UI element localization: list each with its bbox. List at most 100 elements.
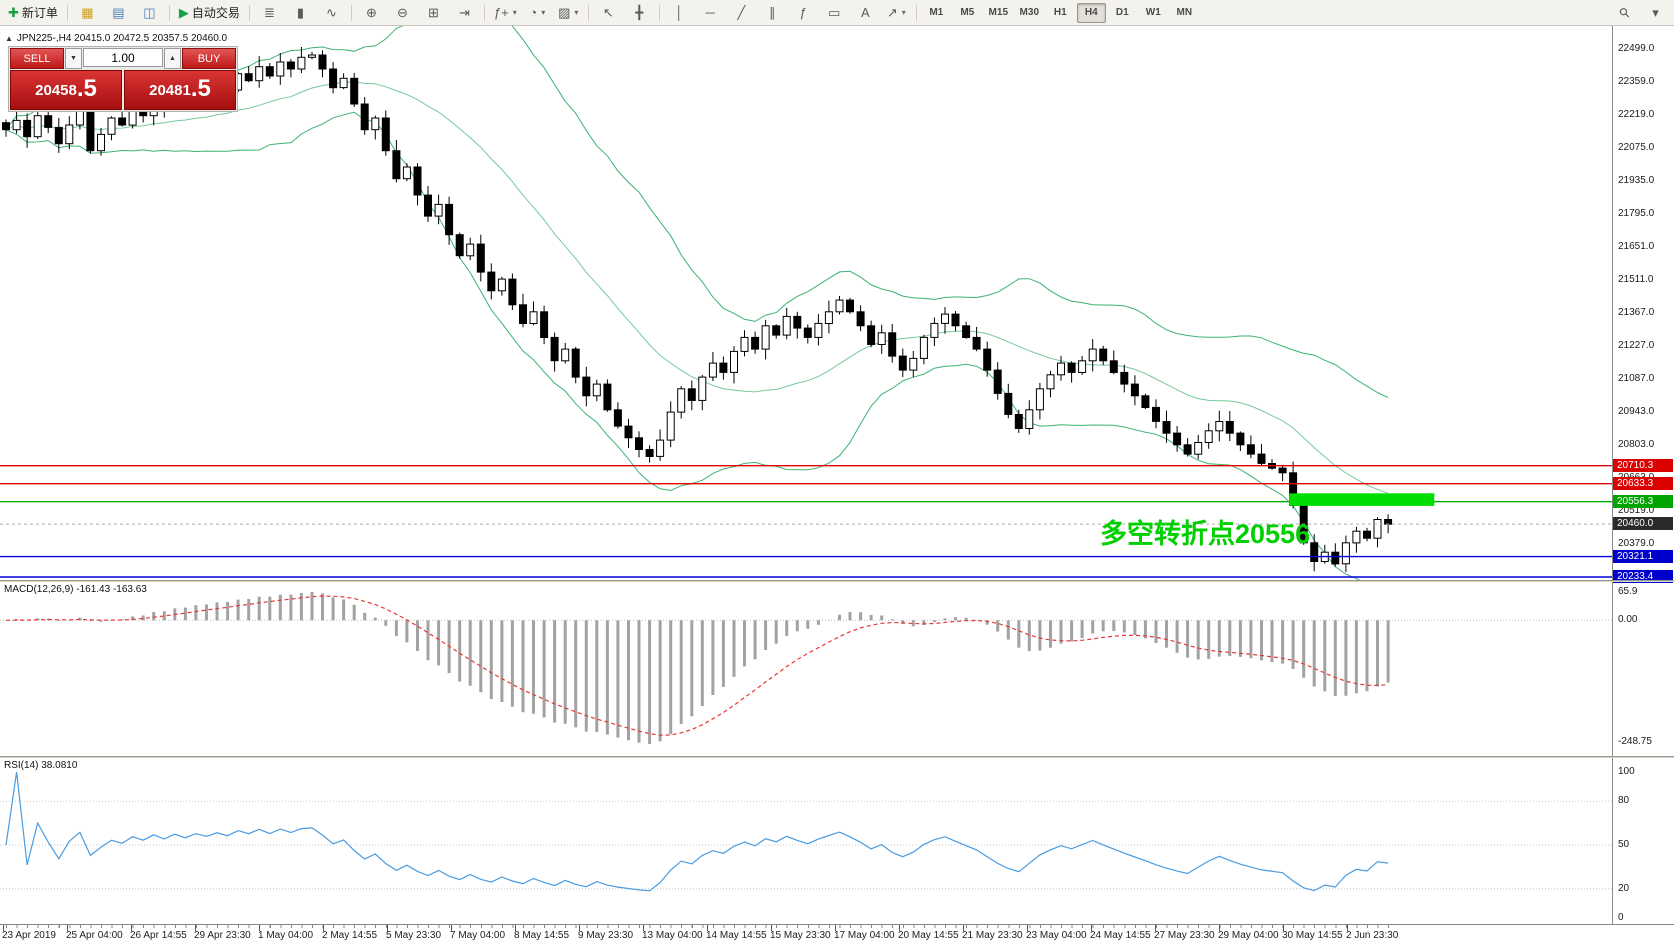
price-badge: 20321.1 [1613, 549, 1673, 563]
toolbar-options-button[interactable]: ▾ [1641, 2, 1670, 24]
time-scale[interactable]: 23 Apr 2019 25 Apr 04:00 26 Apr 14:55 29 Ap… [0, 924, 1674, 944]
time-tick [1155, 925, 1156, 931]
buy-button[interactable]: 20481.5 [124, 70, 236, 110]
price-scale-label: 22359.0 [1618, 75, 1655, 87]
time-label: 21 May 23:30 [962, 930, 1023, 941]
one-click-collapse-arrow[interactable]: ▲ [5, 34, 13, 43]
autotrading-button[interactable]: ▶ 自动交易 [175, 2, 244, 24]
time-label: 27 May 23:30 [1154, 930, 1215, 941]
time-label: 13 May 04:00 [642, 930, 703, 941]
time-label: 29 May 04:00 [1218, 930, 1279, 941]
buy-tab[interactable]: BUY [182, 48, 236, 69]
price-scale[interactable]: 65.9 0.00 -248.75 100 80 50 20 0 22499.0 22359… [1612, 26, 1674, 924]
macd-indicator-label: MACD(12,26,9) -161.43 -163.63 [4, 584, 147, 595]
text-icon: A [860, 5, 870, 20]
rsi-scale-label: 100 [1618, 766, 1635, 777]
timeframe-mn-button[interactable]: MN [1176, 7, 1193, 18]
channel-button[interactable]: ∥ [758, 2, 787, 24]
fibonacci-icon: ƒ [799, 5, 807, 20]
zoom-in-icon: ⊕ [365, 4, 377, 20]
zoom-in-button[interactable]: ⊕ [357, 2, 386, 24]
periods-button[interactable]: ◔ ▾ [523, 2, 552, 24]
chart-line-button[interactable]: ∿ [317, 2, 346, 24]
time-label: 2 Jun 23:30 [1346, 930, 1399, 941]
zoom-out-button[interactable]: ⊖ [388, 2, 417, 24]
time-tick [323, 925, 324, 931]
time-tick [643, 925, 644, 931]
panel-splitter-rsi[interactable] [0, 756, 1674, 758]
price-badge: 20233.4 [1613, 570, 1673, 584]
time-tick [131, 925, 132, 931]
price-badge: 20710.3 [1613, 458, 1673, 472]
chevron-down-icon: ▾ [901, 8, 906, 17]
search-button[interactable]: ⚲ [1610, 2, 1639, 24]
time-label: 29 Apr 23:30 [194, 930, 251, 941]
volume-increase-button[interactable]: ▲ [164, 48, 181, 69]
time-tick [1283, 925, 1284, 931]
time-label: 24 May 14:55 [1090, 930, 1151, 941]
time-tick [963, 925, 964, 931]
time-tick [899, 925, 900, 931]
timeframe-d1-button[interactable]: D1 [1115, 7, 1129, 18]
chart-text-annotation[interactable]: 多空转折点20556 [1100, 519, 1311, 549]
text-button[interactable]: A [851, 2, 880, 24]
volume-input[interactable] [83, 48, 163, 67]
crosshair-button[interactable]: ╋ [625, 2, 654, 24]
time-tick [387, 925, 388, 931]
toolbar-options-icon: ▾ [1652, 4, 1659, 20]
shapes-icon: ▭ [828, 4, 841, 20]
vertical-line-button[interactable]: │ [665, 2, 694, 24]
terminal-icon: ◫ [143, 4, 156, 20]
toolbar-separator [66, 4, 68, 21]
timeframe-w1-button[interactable]: W1 [1145, 7, 1161, 18]
auto-scroll-button[interactable]: ⇥ [450, 2, 479, 24]
navigator-button[interactable]: ▤ [104, 2, 133, 24]
timeframe-h1-button[interactable]: H1 [1053, 7, 1067, 18]
time-tick [3, 925, 4, 931]
time-tick [195, 925, 196, 931]
time-tick [259, 925, 260, 931]
toolbar-separator [658, 4, 660, 21]
tile-windows-button[interactable]: ⊞ [419, 2, 448, 24]
panel-splitter-macd[interactable] [0, 580, 1674, 582]
timeframe-m15-button[interactable]: M15 [988, 7, 1008, 18]
macd-panel[interactable] [0, 582, 1612, 756]
volume-decrease-button[interactable]: ▼ [65, 48, 82, 69]
templates-button[interactable]: ▨ ▾ [554, 2, 583, 24]
chart-candles-button[interactable]: ▮ [286, 2, 315, 24]
navigator-icon: ▤ [112, 4, 125, 20]
toolbar-separator [248, 4, 250, 21]
rsi-scale-label: 80 [1618, 795, 1630, 807]
one-click-trading-panel: SELL ▼ ▲ BUY 20458.5 20481.5 [8, 46, 238, 112]
rsi-panel[interactable] [0, 758, 1612, 924]
timeframe-m30-button[interactable]: M30 [1019, 7, 1039, 18]
chart-candles-icon: ▮ [296, 4, 305, 20]
vertical-line-icon: │ [675, 5, 684, 20]
timeframe-m1-button[interactable]: M1 [929, 7, 944, 18]
time-tick [707, 925, 708, 931]
price-scale-label: 21367.0 [1618, 307, 1655, 319]
sell-tab[interactable]: SELL [10, 48, 64, 69]
price-scale-label: 22499.0 [1618, 43, 1655, 55]
periods-icon: ◔ [529, 5, 538, 20]
price-scale-label: 21087.0 [1618, 372, 1655, 384]
toolbar-separator [483, 4, 485, 21]
indicators-button[interactable]: ƒ+ ▾ [490, 2, 521, 24]
arrow-tools-button[interactable]: ↗ ▾ [882, 2, 911, 24]
terminal-button[interactable]: ◫ [135, 2, 164, 24]
timeframe-h4-button[interactable]: H4 [1076, 2, 1106, 23]
rsi-scale-label: 0 [1618, 912, 1624, 923]
new-order-button[interactable]: ✚ 新订单 [4, 2, 62, 24]
main-chart[interactable] [0, 26, 1612, 580]
chart-bars-button[interactable]: ≣ [255, 2, 284, 24]
sell-button[interactable]: 20458.5 [10, 70, 122, 110]
price-scale-label: 20803.0 [1618, 439, 1655, 451]
trendline-button[interactable]: ╱ [727, 2, 756, 24]
autotrading-button-label: 自动交易 [191, 6, 240, 20]
horizontal-line-button[interactable]: ─ [696, 2, 725, 24]
timeframe-m5-button[interactable]: M5 [960, 7, 975, 18]
shapes-button[interactable]: ▭ [820, 2, 849, 24]
fibonacci-button[interactable]: ƒ [789, 2, 818, 24]
cursor-button[interactable]: ↖ [594, 2, 623, 24]
market-watch-button[interactable]: ▦ [73, 2, 102, 24]
